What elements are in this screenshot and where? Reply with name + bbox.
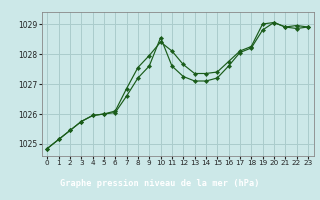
Text: Graphe pression niveau de la mer (hPa): Graphe pression niveau de la mer (hPa) (60, 178, 260, 188)
